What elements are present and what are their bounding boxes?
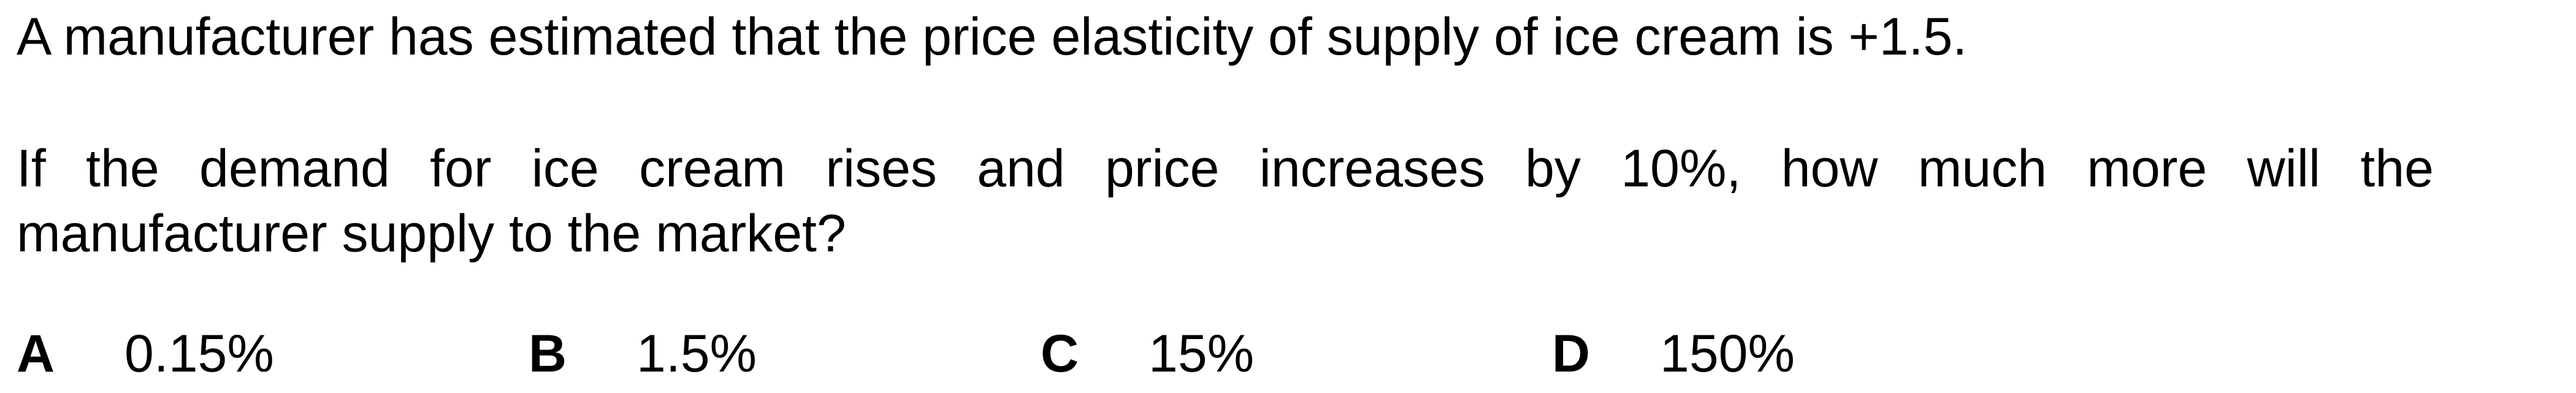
answer-option-c[interactable]: C 15% [1041,323,1254,384]
option-text: 1.5% [636,324,757,383]
answer-option-a[interactable]: A 0.15% [17,323,274,384]
option-letter: A [17,324,55,383]
option-letter: B [529,324,567,383]
question-intro: A manufacturer has estimated that the pr… [17,7,1968,66]
question-prompt-line-2: manufacturer supply to the market? [17,204,846,263]
answer-option-b[interactable]: B 1.5% [529,323,757,384]
option-letter: D [1552,324,1591,383]
option-text: 150% [1660,324,1795,383]
option-text: 0.15% [124,324,274,383]
option-letter: C [1041,324,1079,383]
answer-option-d[interactable]: D 150% [1552,323,1795,384]
question-prompt-line-1: If the demand for ice cream rises and pr… [17,139,2434,198]
option-text: 15% [1148,324,1255,383]
